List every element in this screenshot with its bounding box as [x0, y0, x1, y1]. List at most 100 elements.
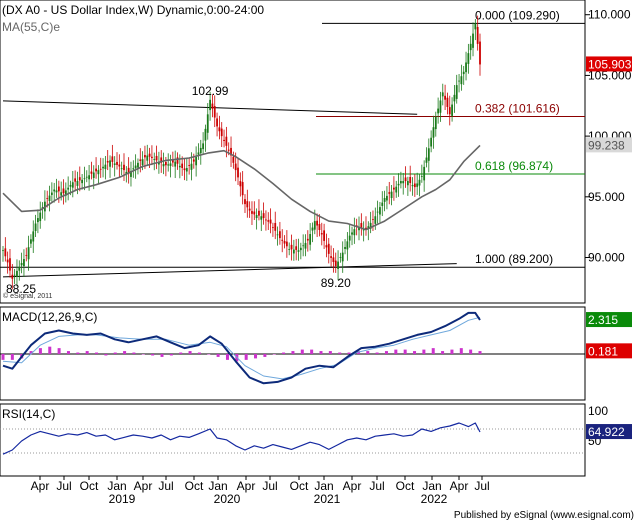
- macd-histogram-bar: [85, 351, 89, 354]
- candle-body: [171, 160, 174, 163]
- candle-body: [430, 137, 433, 147]
- macd-histogram-bar: [282, 352, 286, 354]
- candle-body: [323, 230, 326, 241]
- macd-histogram-bar: [384, 351, 388, 354]
- rsi-value-badge: 64.922: [588, 425, 625, 439]
- candle-body: [383, 198, 386, 202]
- candle-body: [120, 168, 123, 170]
- candle-body: [27, 247, 30, 260]
- candle-body: [437, 108, 440, 114]
- candle-body: [183, 168, 186, 171]
- macd-signal-value-badge: 0.181: [588, 344, 618, 358]
- candle-body: [248, 208, 251, 211]
- candle-body: [320, 233, 323, 235]
- candle-body: [190, 163, 193, 170]
- candle-body: [404, 177, 407, 182]
- candle-body: [78, 177, 81, 181]
- macd-histogram-bar: [366, 351, 370, 354]
- candle-body: [348, 235, 351, 241]
- price-annotation: 88.25: [6, 282, 36, 296]
- macd-histogram-bar: [216, 354, 220, 357]
- macd-histogram-bar: [76, 352, 80, 354]
- x-month-label: Apr: [450, 479, 469, 493]
- candle-body: [216, 118, 218, 127]
- macd-histogram-bar: [347, 352, 351, 354]
- candle-body: [199, 147, 202, 154]
- candle-body: [146, 155, 149, 161]
- macd-histogram-bar: [29, 351, 33, 354]
- candle-body: [472, 33, 474, 48]
- candle-body: [351, 232, 353, 235]
- candle-body: [455, 85, 458, 99]
- candle-body: [341, 252, 344, 262]
- candle-body: [197, 152, 200, 155]
- candle-body: [251, 211, 253, 214]
- candle-body: [34, 223, 37, 231]
- fib-level-label: 0.618 (96.874): [475, 159, 553, 173]
- macd-signal-value-badge-bg: [586, 343, 632, 359]
- candle-body: [67, 187, 70, 190]
- candle-body: [339, 257, 342, 258]
- candle-body: [95, 168, 97, 172]
- candle-body: [423, 166, 426, 181]
- candle-body: [153, 159, 156, 160]
- candle-body: [448, 107, 451, 115]
- candle-body: [162, 164, 165, 167]
- candle-body: [381, 202, 384, 206]
- candle-body: [46, 198, 49, 199]
- candle-body: [416, 183, 419, 187]
- rsi-panel-frame: [0, 403, 586, 477]
- candle-body: [230, 147, 232, 156]
- rsi-value-badge-bg: [586, 424, 632, 440]
- macd-histogram-bar: [169, 354, 173, 356]
- macd-histogram-bar: [403, 349, 407, 354]
- candle-body: [39, 212, 42, 222]
- candle-body: [113, 163, 116, 165]
- candle-body: [104, 164, 107, 170]
- candle-body: [395, 186, 398, 193]
- candle-body: [55, 190, 58, 193]
- x-month-label: Jul: [262, 479, 277, 493]
- macd-title: MACD(12,26,9,C): [2, 310, 97, 324]
- candle-body: [365, 227, 367, 230]
- candle-body: [397, 183, 400, 186]
- candle-body: [244, 199, 246, 205]
- candle-body: [304, 242, 307, 249]
- candle-body: [285, 241, 288, 247]
- candle-body: [237, 167, 239, 178]
- macd-histogram-bar: [160, 354, 164, 357]
- candle-body: [255, 215, 258, 219]
- macd-value-badge: 2.315: [588, 313, 618, 327]
- x-month-label: Oct: [290, 479, 309, 493]
- y-tick-label: 110.000: [588, 8, 631, 22]
- candle-body: [432, 127, 435, 138]
- macd-line: [2, 311, 481, 385]
- macd-histogram-bar: [413, 351, 417, 354]
- publisher-footer: Published by eSignal (www.esignal.com): [454, 510, 634, 521]
- candle-body: [88, 175, 90, 180]
- candle-body: [11, 274, 14, 279]
- candle-body: [367, 226, 370, 229]
- candle-body: [390, 191, 393, 199]
- candle-body: [327, 243, 330, 254]
- candle-body: [174, 161, 177, 167]
- x-month-label: Jul: [56, 479, 71, 493]
- y-tick-label: 95.000: [588, 190, 625, 204]
- candle-body: [453, 94, 456, 102]
- candle-body: [32, 231, 35, 242]
- candle-body: [109, 160, 111, 167]
- x-month-label: Jan: [422, 479, 441, 493]
- candle-body: [13, 274, 16, 276]
- candle-body: [20, 262, 23, 266]
- candle-body: [116, 161, 118, 165]
- candle-body: [164, 161, 167, 166]
- candle-body: [137, 162, 139, 168]
- chart-title: (DX A0 - US Dollar Index,W) Dynamic,0:00…: [2, 3, 264, 17]
- candle-body: [97, 170, 100, 175]
- candle-body: [313, 221, 316, 230]
- candle-body: [118, 164, 121, 167]
- candle-body: [16, 270, 18, 277]
- ma-value-badge: 99.238: [588, 138, 625, 152]
- candle-body: [283, 240, 286, 244]
- candle-body: [2, 250, 4, 252]
